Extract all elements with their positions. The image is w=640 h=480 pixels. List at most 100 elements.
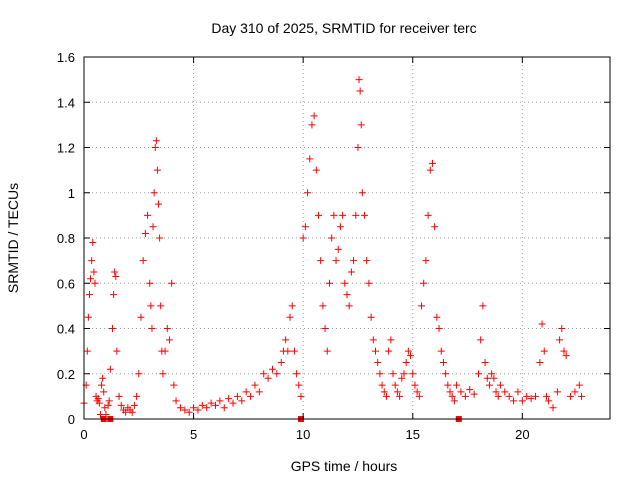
data-point: [325, 279, 333, 287]
data-point: [157, 302, 165, 310]
data-point: [137, 313, 145, 321]
data-point: [141, 229, 149, 237]
data-point: [385, 347, 393, 355]
data-point: [571, 388, 579, 396]
data-point: [343, 291, 351, 299]
data-point: [299, 234, 307, 242]
data-point: [450, 397, 458, 405]
data-point: [336, 223, 344, 231]
data-point: [104, 401, 112, 409]
data-point: [105, 397, 113, 405]
data-point: [176, 404, 184, 412]
data-point: [382, 392, 390, 400]
data-point: [84, 313, 92, 321]
data-point: [94, 395, 102, 403]
data-point: [112, 272, 120, 280]
data-point: [229, 399, 237, 407]
data-point: [198, 401, 206, 409]
y-tick-label: 0: [68, 412, 75, 427]
data-point: [146, 279, 154, 287]
data-point: [242, 388, 250, 396]
data-point: [428, 159, 436, 167]
data-point: [133, 392, 141, 400]
x-axis-label: GPS time / hours: [291, 458, 398, 474]
data-point: [448, 392, 456, 400]
data-point: [347, 268, 355, 276]
data-point: [367, 313, 375, 321]
data-point: [411, 381, 419, 389]
data-point: [247, 392, 255, 400]
data-point: [260, 370, 268, 378]
data-point: [433, 313, 441, 321]
data-point: [556, 336, 564, 344]
data-point: [130, 401, 138, 409]
data-point: [328, 234, 336, 242]
data-point: [501, 388, 509, 396]
data-point: [578, 392, 586, 400]
data-point: [310, 112, 318, 120]
data-point: [369, 336, 377, 344]
data-point: [113, 347, 121, 355]
data-point: [334, 245, 342, 253]
data-point: [560, 347, 568, 355]
data-point: [317, 257, 325, 265]
y-tick-label: 1.2: [57, 141, 75, 156]
data-point: [323, 347, 331, 355]
data-point: [431, 223, 439, 231]
data-point: [345, 302, 353, 310]
data-point: [442, 370, 450, 378]
data-point: [295, 381, 303, 389]
data-point: [149, 223, 157, 231]
data-point: [148, 325, 156, 332]
data-point: [400, 370, 408, 378]
data-point: [387, 336, 395, 344]
data-point: [518, 397, 526, 405]
data-point: [439, 358, 447, 366]
data-point: [352, 211, 360, 219]
data-point: [553, 388, 561, 396]
chart-title: Day 310 of 2025, SRMTID for receiver ter…: [211, 20, 476, 36]
data-point: [461, 392, 469, 400]
data-point: [376, 370, 384, 378]
data-point: [220, 404, 228, 412]
data-point: [398, 374, 406, 382]
data-point: [402, 358, 410, 366]
data-point: [304, 189, 312, 197]
data-point: [477, 336, 485, 344]
data-point: [115, 392, 123, 400]
y-tick-label: 0.8: [57, 231, 75, 246]
data-point: [165, 336, 173, 344]
data-point: [567, 392, 575, 400]
data-point: [111, 268, 119, 276]
data-point: [420, 279, 428, 287]
data-point: [297, 392, 305, 400]
data-point: [168, 279, 176, 287]
data-point: [357, 121, 365, 129]
data-point: [496, 381, 504, 389]
data-point: [91, 279, 99, 287]
data-point: [87, 275, 95, 283]
data-point: [185, 408, 193, 416]
data-point: [444, 381, 452, 389]
data-point: [152, 137, 160, 145]
data-point: [361, 211, 369, 219]
data-point: [268, 365, 276, 373]
data-point: [380, 388, 388, 396]
data-point: [363, 257, 371, 265]
data-point: [288, 302, 296, 310]
data-point: [233, 392, 241, 400]
data-point: [190, 404, 198, 412]
data-point: [293, 370, 301, 378]
data-point: [514, 388, 522, 396]
y-axis-label: SRMTID / TECUs: [5, 183, 21, 293]
data-point: [424, 211, 432, 219]
data-point: [273, 370, 281, 378]
data-point: [151, 144, 159, 151]
data-point: [481, 358, 489, 366]
data-point: [538, 320, 546, 328]
data-point: [374, 358, 382, 366]
data-point: [527, 395, 535, 403]
data-point: [147, 302, 155, 310]
y-tick-label: 0.2: [57, 367, 75, 382]
y-tick-label: 1.4: [57, 95, 75, 110]
